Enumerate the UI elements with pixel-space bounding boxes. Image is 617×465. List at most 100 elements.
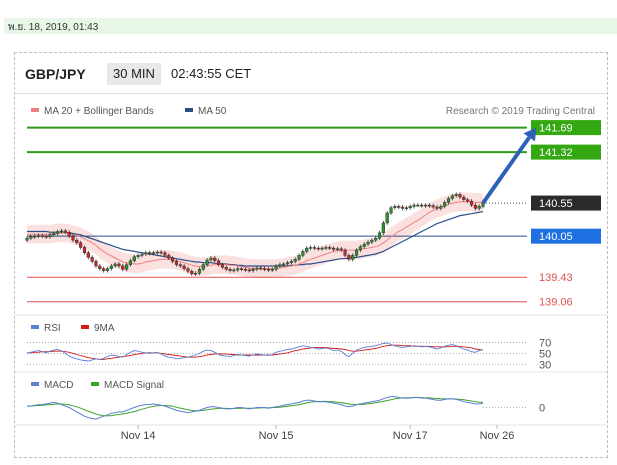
candle-body [251,269,255,271]
candle-body [354,249,359,256]
candle-body [339,248,343,251]
candle-body [40,235,44,237]
candle-body [140,253,144,256]
macd-signal-line [27,397,484,417]
candle-body [255,267,259,270]
candle-body [144,252,148,255]
candle-body [259,267,263,270]
candle-body [220,264,225,268]
macd-tick-label: 0 [539,403,545,415]
candle-body [274,265,278,270]
candle-body [236,268,240,271]
top-bar: พ.ย. 18, 2019, 01:43 [0,0,617,44]
level-label-bg-140.05 [531,228,601,244]
candle-body [63,230,67,233]
candle-body [151,252,156,254]
candle-body [385,212,389,224]
candle-body [36,235,41,237]
candle-body [90,257,94,262]
level-label-bg-141.69 [531,120,601,136]
candle-body [320,247,324,250]
candle-body [125,264,129,270]
candle-body [102,268,106,271]
candle-body [331,247,336,250]
candle-body [477,206,481,209]
legend-swatch-macd [31,382,39,386]
level-label-139.43: 139.43 [539,272,573,284]
candle-body [178,264,182,267]
candle-body [128,260,133,265]
candle-body [109,265,113,269]
candle-body [458,194,462,198]
candle-body [132,256,136,261]
candle-body [374,237,378,241]
candle-body [393,206,397,208]
candle-body [67,231,71,237]
timeframe-badge[interactable]: 30 MIN [107,63,161,85]
macd-plot: 0 [27,396,545,420]
candle-body [105,268,110,271]
candle-body [216,260,221,265]
forecast-arrow-head [523,127,537,142]
candle-body [113,263,117,267]
candle-body [228,269,232,271]
header-divider [15,93,607,94]
candle-body [443,202,447,207]
candle-body [121,265,125,270]
rsi-ma-line [27,344,484,360]
level-label-bg-140.55 [531,195,601,211]
candle-body [351,255,355,260]
candle-body [71,235,75,241]
candle-body [278,264,282,267]
candle-body [381,222,385,234]
candle-body [243,269,248,271]
candle-body [213,257,217,261]
candle-body [416,204,420,207]
candle-body [358,246,362,251]
candle-body [186,268,190,272]
legend-swatch-ma20 [31,108,39,112]
legend-label-ma50: MA 50 [198,106,227,117]
legend-label-macd-signal: MACD Signal [104,380,164,391]
candle-body [171,257,175,262]
candle-body [397,206,401,208]
candle-body [117,263,121,267]
x-tick-label: Nov 14 [121,430,156,442]
candle-body [86,252,90,258]
legend-label-macd: MACD [44,380,73,391]
candle-body [201,264,205,270]
ma20-line [26,201,483,270]
level-label-bg-141.32 [531,144,601,160]
candle-body [370,239,374,243]
candle-body [389,207,393,214]
candle-body [266,269,271,271]
rsi-tick-label: 30 [539,359,551,371]
candle-body [174,261,179,265]
candle-body [163,252,167,256]
level-label-140.05: 140.05 [539,231,573,243]
candle-body [316,247,320,250]
level-label-140.55: 140.55 [539,198,573,210]
candle-body [450,195,454,199]
candle-body [324,247,328,249]
legend-swatch-macd-signal [91,382,99,386]
legend-label-rsi: RSI [44,323,61,334]
candle-body [136,255,140,257]
copyright-text: Research © 2019 Trading Central [446,106,595,117]
candle-body [335,248,339,250]
candle-body [462,196,466,200]
candle-body [435,206,439,209]
candle-body [412,204,416,207]
candle-body [473,204,477,209]
candle-body [262,268,267,270]
candle-body [420,204,424,207]
candle-body [454,194,458,196]
candle-body [194,273,198,275]
candle-body [190,271,194,275]
date-text: พ.ย. 18, 2019, 01:43 [8,22,99,33]
candle-body [98,265,102,269]
candle-body [209,257,213,261]
main-plot: 141.69 141.32 140.55 140.05 139.43 139.06 [25,120,601,309]
candle-body [25,237,29,241]
